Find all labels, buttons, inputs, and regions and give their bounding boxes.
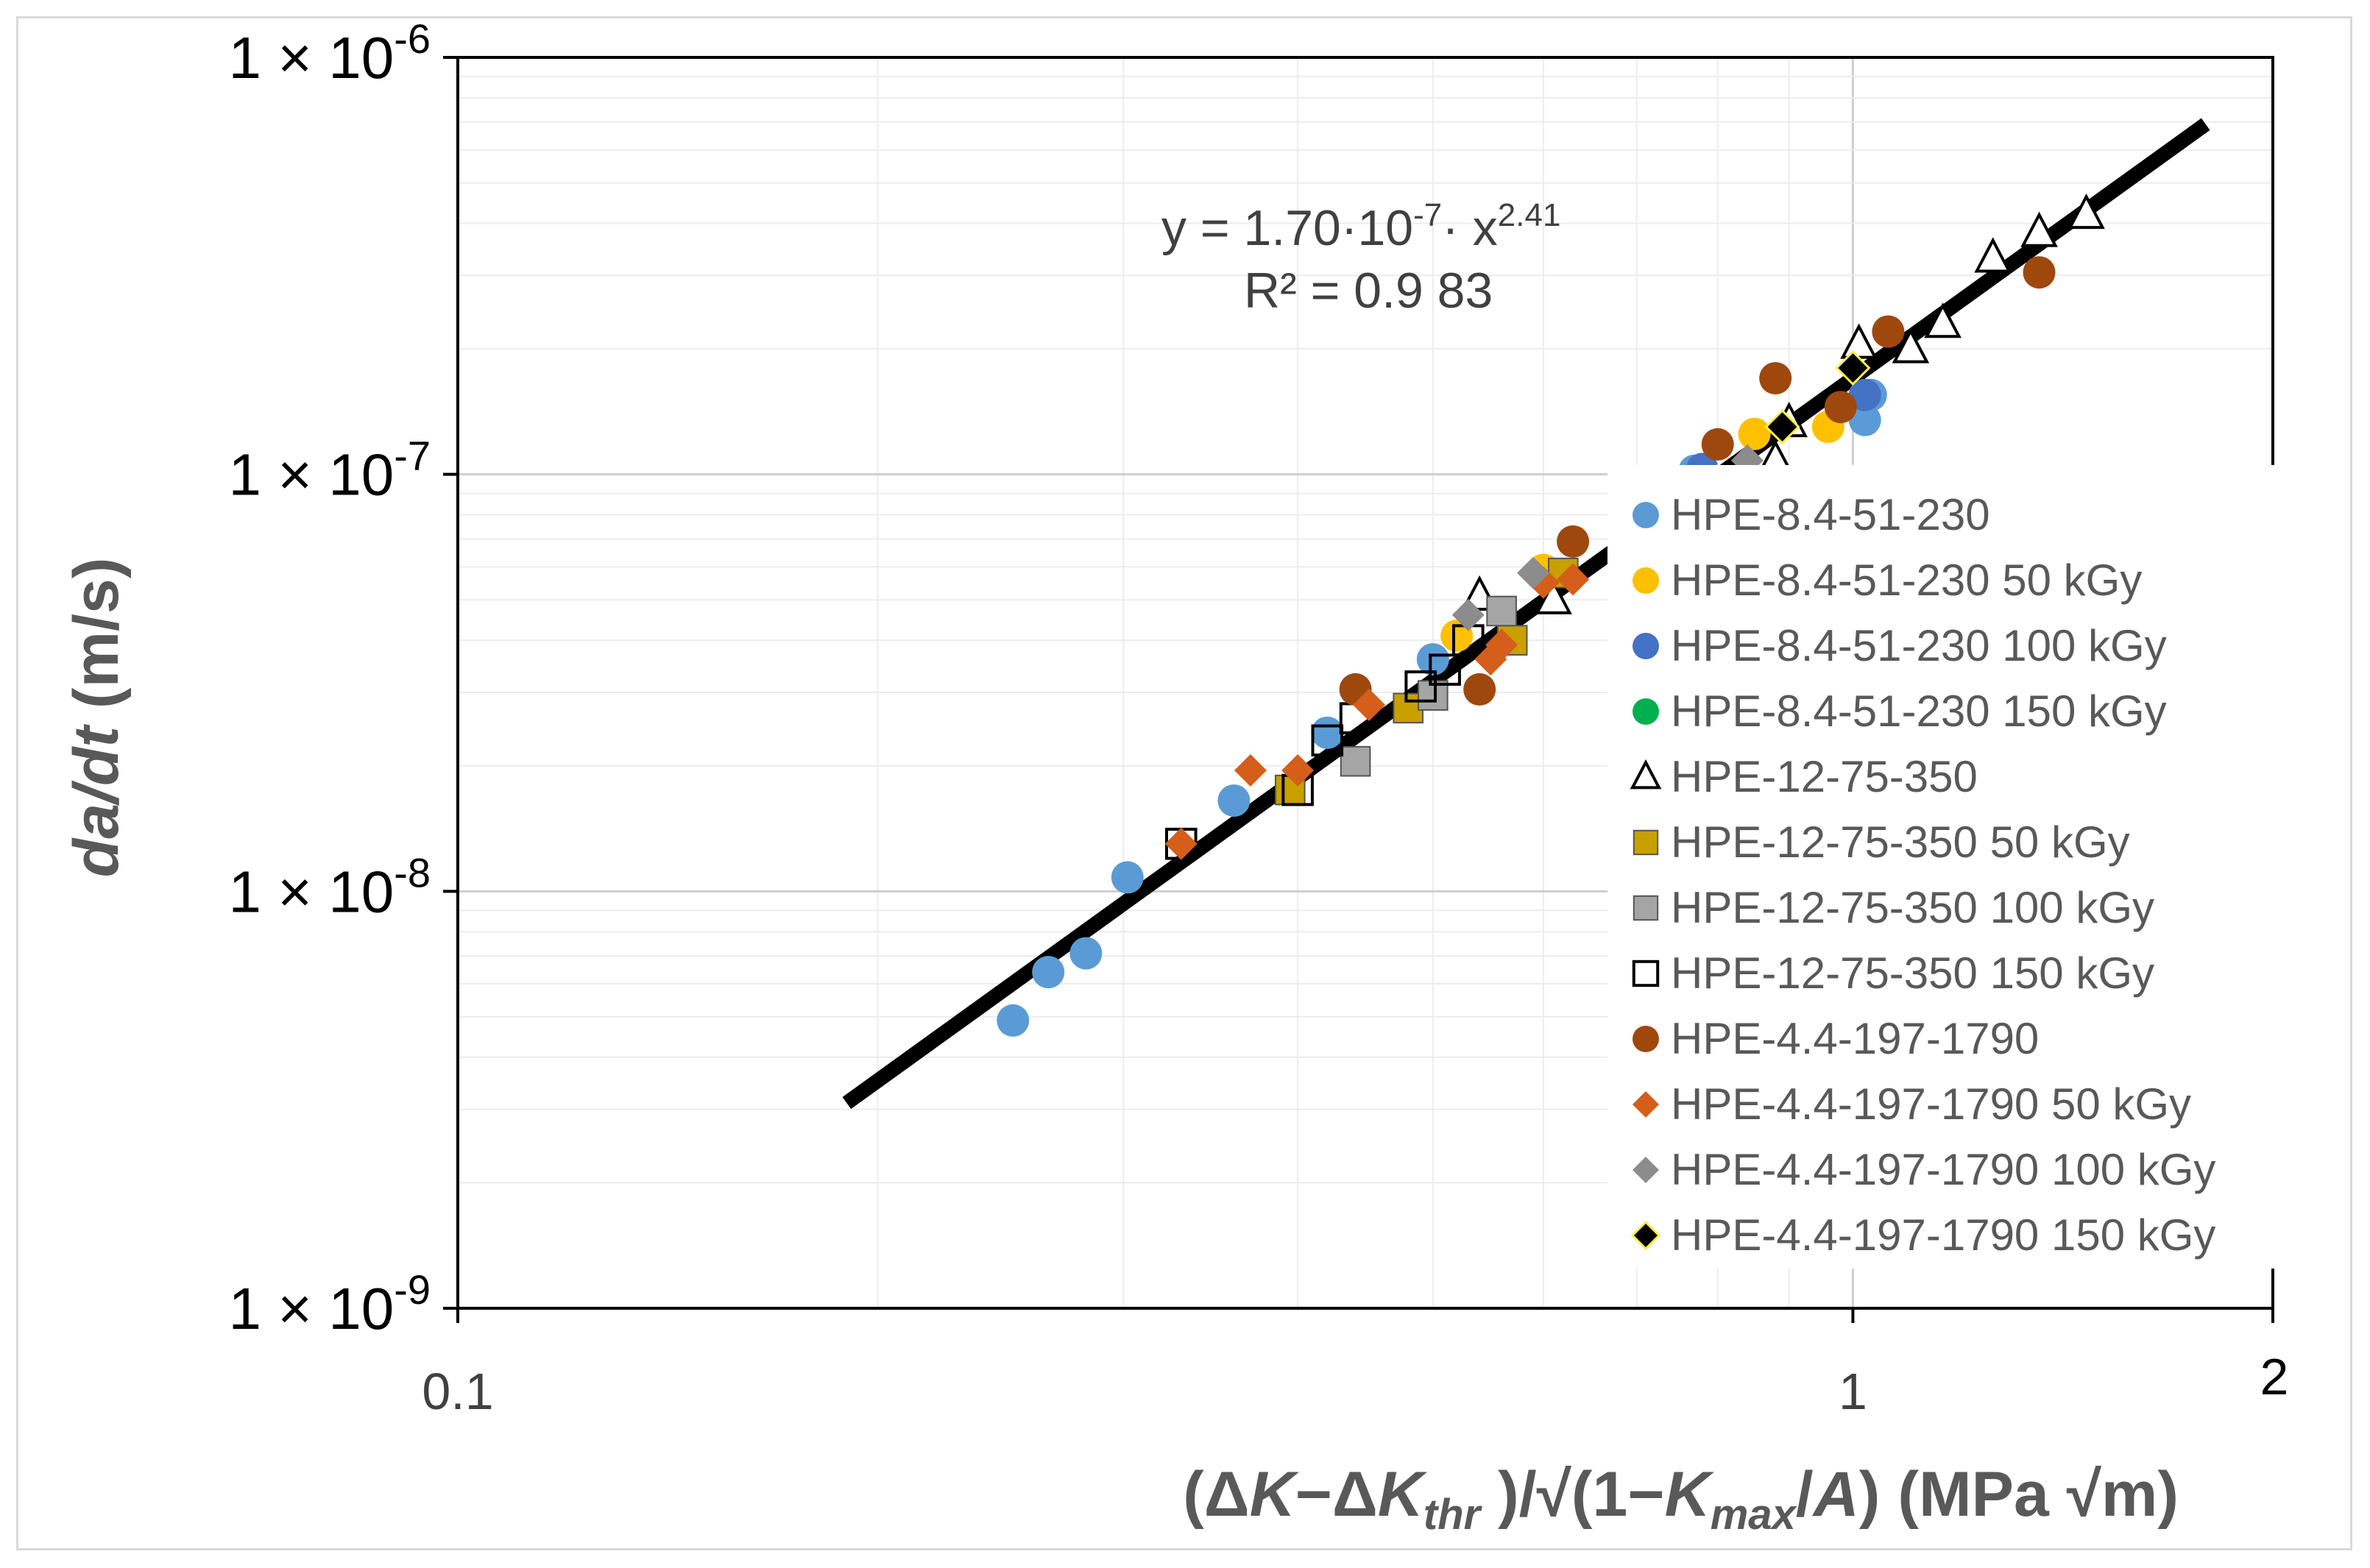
y-tick-label: 1 × 10-6	[229, 15, 431, 91]
data-point	[1429, 653, 1461, 686]
data-point	[1848, 403, 1881, 436]
data-point	[1835, 350, 1871, 386]
data-point	[1848, 378, 1881, 411]
legend-label: HPE-12-75-350 50 kGy	[1671, 817, 2130, 867]
legend-marker	[1633, 1091, 1659, 1118]
series-group	[1339, 256, 2056, 706]
legend-background	[1607, 465, 2303, 1269]
trendline-equation: y = 1.70·10-7· x2.41	[1161, 197, 1560, 256]
legend-marker	[1632, 959, 1660, 987]
data-point	[2023, 256, 2056, 289]
legend-marker	[1633, 1157, 1659, 1183]
x-axis-ticks: 0.1 1 2	[422, 1308, 2288, 1420]
data-point	[1111, 861, 1144, 894]
legend-label: HPE-4.4-197-1790 150 kGy	[1671, 1210, 2215, 1260]
data-point	[1217, 784, 1251, 817]
data-point	[1451, 598, 1485, 631]
y-tick-label: 1 × 10-8	[229, 849, 431, 924]
data-point	[1311, 716, 1344, 749]
data-point	[1517, 556, 1550, 589]
data-point	[1557, 563, 1590, 596]
data-point	[1486, 595, 1517, 627]
legend-label: HPE-12-75-350 150 kGy	[1671, 948, 2154, 998]
legend-label: HPE-8.4-51-230 50 kGy	[1671, 556, 2142, 605]
legend: HPE-8.4-51-230 HPE-8.4-51-230 50 kGy HPE-8…	[1630, 490, 2215, 1260]
data-point	[1032, 956, 1065, 989]
trendline-group	[842, 118, 2210, 1110]
data-point	[1485, 628, 1518, 661]
data-point	[997, 1004, 1030, 1037]
data-point	[1924, 302, 1962, 338]
data-point	[1738, 417, 1771, 450]
legend-label: HPE-8.4-51-230 150 kGy	[1671, 687, 2167, 736]
data-point	[2067, 193, 2105, 230]
data-point	[1974, 237, 2012, 273]
data-point	[1824, 391, 1857, 424]
x-tick-label: 0.1	[422, 1363, 493, 1420]
data-point	[1764, 408, 1800, 445]
axes: 1 × 10-9 1 × 10-8 1 × 10-7 1 × 10-6 0.1 1 2	[229, 15, 2289, 1420]
data-point	[1557, 525, 1590, 558]
chart-frame	[16, 16, 2352, 1550]
data-point	[1701, 428, 1734, 461]
data-point	[1164, 827, 1198, 860]
legend-marker	[1633, 829, 1659, 856]
legend-label: HPE-4.4-197-1790 100 kGy	[1671, 1145, 2215, 1194]
trendline	[842, 118, 2210, 1110]
legend-marker	[1633, 698, 1659, 725]
data-point	[1463, 673, 1496, 706]
data-point	[1404, 670, 1437, 703]
legend-marker	[1633, 895, 1659, 921]
data-point	[1353, 688, 1386, 721]
legend-label: HPE-12-75-350 100 kGy	[1671, 883, 2154, 932]
legend-label: HPE-8.4-51-230	[1671, 490, 1990, 539]
data-point	[2020, 211, 2058, 247]
data-point	[1069, 937, 1103, 970]
data-point	[1281, 753, 1315, 787]
data-point	[1840, 323, 1878, 359]
legend-marker	[1633, 633, 1659, 659]
legend-marker	[1633, 502, 1659, 528]
legend-marker	[1633, 567, 1659, 594]
legend-label: HPE-8.4-51-230 100 kGy	[1671, 621, 2167, 670]
legend-marker	[1630, 1220, 1661, 1251]
y-axis-title: da/dt (m/s)	[61, 558, 132, 878]
data-point	[1535, 578, 1572, 614]
legend-label: HPE-4.4-197-1790 50 kGy	[1671, 1079, 2191, 1129]
data-point	[1416, 643, 1449, 676]
series-group	[1164, 563, 1590, 860]
legend-marker	[1630, 759, 1662, 790]
data-point	[1892, 327, 1930, 363]
trendline-r-squared: R² = 0.9 83	[1244, 263, 1493, 319]
legend-label: HPE-12-75-350	[1671, 752, 1978, 801]
data-point	[1234, 753, 1267, 787]
data-point	[1759, 362, 1792, 395]
data-point	[1872, 315, 1905, 348]
x-tick-label: 2	[2260, 1348, 2289, 1405]
legend-label: HPE-4.4-197-1790	[1671, 1014, 2039, 1063]
x-tick-label: 1	[1839, 1363, 1867, 1420]
y-axis-ticks: 1 × 10-9 1 × 10-8 1 × 10-7 1 × 10-6	[229, 15, 458, 1341]
data-point	[1340, 745, 1371, 777]
y-tick-label: 1 × 10-7	[229, 433, 431, 508]
x-axis-title: (ΔK−ΔKthr )/√(1−Kmax/A) (MPa √m)	[1183, 1459, 2179, 1539]
data-point	[1311, 724, 1344, 757]
legend-marker	[1633, 1026, 1659, 1052]
y-tick-label: 1 × 10-9	[229, 1266, 431, 1341]
